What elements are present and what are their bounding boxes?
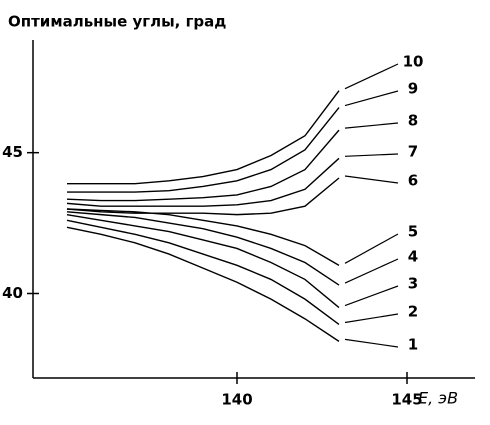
legend-label: 3 <box>408 275 418 293</box>
curve <box>66 129 340 202</box>
curve <box>67 90 340 185</box>
legend-label: 4 <box>408 248 418 266</box>
y-tick-label: 40 <box>2 284 23 302</box>
curve <box>66 208 340 266</box>
legend-label: 6 <box>408 172 418 190</box>
curve <box>66 226 340 342</box>
leader-line <box>344 258 399 284</box>
leader-line <box>344 233 399 264</box>
curve <box>66 219 340 326</box>
leader-line <box>344 285 399 307</box>
leader-line <box>344 122 399 129</box>
curve <box>66 177 340 216</box>
legend-label: 2 <box>408 303 418 321</box>
legend-label: 9 <box>408 80 418 98</box>
leader-line <box>344 175 399 184</box>
legend-label: 10 <box>403 53 424 71</box>
legend-label: 7 <box>408 143 418 161</box>
x-tick-label: 140 <box>221 391 252 409</box>
chart-title: Оптимальные углы, град <box>8 13 226 31</box>
curve <box>66 211 340 286</box>
curve <box>67 107 340 193</box>
leader-line <box>344 313 399 324</box>
x-tick-label: 145 <box>391 391 422 409</box>
legend-label: 8 <box>408 112 418 130</box>
leader-line <box>344 153 399 157</box>
legend-label: 1 <box>408 336 418 354</box>
x-axis-label: E, эВ <box>418 389 458 408</box>
leader-line <box>344 63 399 90</box>
y-tick-label: 45 <box>2 143 23 161</box>
legend-label: 5 <box>408 223 418 241</box>
leader-line <box>344 338 399 348</box>
leader-line <box>344 90 399 107</box>
curve <box>66 157 340 207</box>
curve <box>66 213 340 309</box>
